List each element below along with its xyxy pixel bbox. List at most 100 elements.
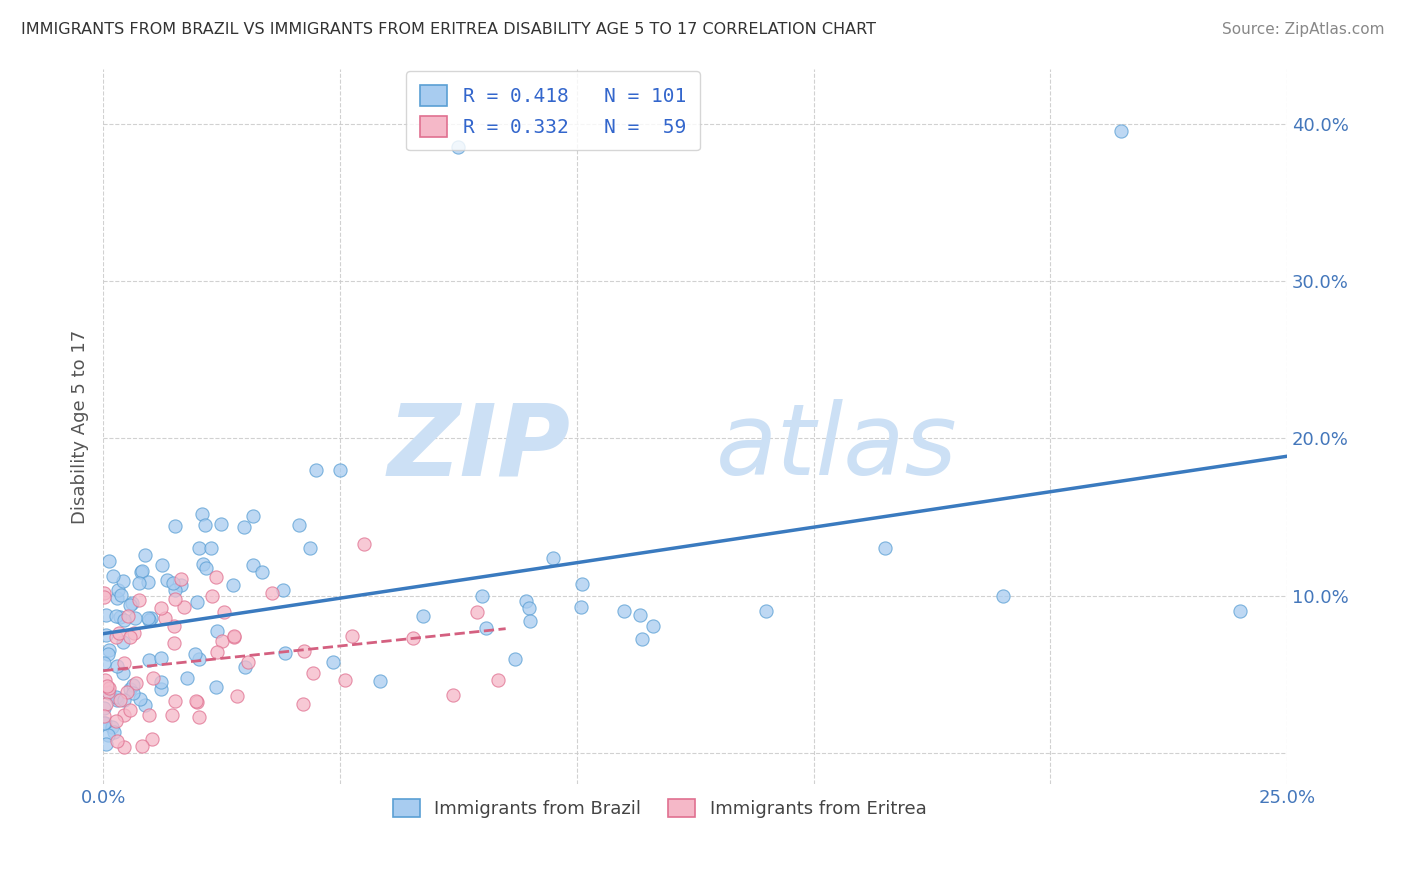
Point (94, 697, 117, 711)
Point (291, 697, 314, 711)
Point (105, 630, 128, 644)
Point (108, 610, 131, 624)
Point (108, 625, 131, 640)
Point (150, 682, 173, 697)
Point (112, 693, 135, 707)
Point (200, 589, 222, 603)
Text: atlas: atlas (717, 400, 957, 497)
Point (205, 569, 228, 583)
Point (112, 707, 135, 722)
Point (94, 628, 117, 642)
Point (212, 605, 235, 619)
Point (121, 597, 143, 611)
Point (176, 671, 198, 685)
Point (97, 642, 120, 657)
Point (305, 463, 328, 477)
Point (163, 694, 186, 708)
Point (107, 583, 129, 598)
Point (93, 716, 115, 731)
Text: Source: ZipAtlas.com: Source: ZipAtlas.com (1222, 22, 1385, 37)
Point (209, 517, 232, 532)
Point (252, 565, 274, 579)
Point (224, 630, 246, 644)
Point (142, 671, 165, 685)
Point (97, 554, 120, 568)
Point (187, 652, 209, 666)
Point (105, 608, 128, 623)
Point (112, 656, 135, 670)
Point (193, 557, 215, 571)
Point (138, 653, 160, 667)
Point (205, 624, 228, 638)
Point (105, 690, 128, 705)
Point (131, 739, 153, 753)
Point (94, 608, 117, 623)
Point (105, 714, 128, 729)
Point (630, 632, 652, 646)
Point (153, 610, 176, 624)
Point (105, 658, 128, 673)
Point (111, 574, 134, 588)
Point (329, 463, 352, 477)
Point (117, 609, 139, 624)
Point (105, 734, 128, 748)
Point (163, 592, 186, 607)
Point (571, 577, 593, 591)
Point (503, 652, 526, 666)
Point (150, 601, 173, 615)
Point (184, 647, 207, 661)
Point (150, 651, 173, 665)
Point (486, 673, 509, 688)
Point (138, 613, 160, 627)
Point (94, 737, 117, 751)
Point (205, 645, 228, 659)
Point (112, 740, 135, 755)
Point (187, 710, 209, 724)
Point (519, 614, 541, 628)
Point (162, 575, 184, 590)
Point (465, 605, 488, 619)
Point (755, 604, 778, 618)
Text: ZIP: ZIP (388, 400, 571, 497)
Point (195, 560, 218, 574)
Point (122, 677, 145, 691)
Point (118, 598, 141, 612)
Point (120, 681, 142, 696)
Point (211, 633, 233, 648)
Point (340, 629, 363, 643)
Point (186, 595, 208, 609)
Point (129, 692, 152, 706)
Point (200, 541, 222, 556)
Point (402, 632, 425, 646)
Point (628, 607, 651, 622)
Point (163, 583, 186, 598)
Point (441, 688, 464, 702)
Point (150, 558, 173, 572)
Point (110, 693, 132, 707)
Point (260, 586, 283, 600)
Point (163, 636, 186, 650)
Point (141, 732, 163, 747)
Point (97, 685, 120, 699)
Point (134, 548, 156, 562)
Point (138, 611, 160, 625)
Point (368, 673, 391, 688)
Point (232, 520, 254, 534)
Point (204, 680, 226, 694)
Point (139, 611, 162, 625)
Point (96, 679, 118, 693)
Point (991, 589, 1014, 603)
Point (517, 600, 540, 615)
Point (233, 660, 256, 674)
Point (94, 715, 117, 730)
Point (128, 576, 150, 591)
Point (170, 573, 193, 587)
Point (170, 578, 193, 592)
Point (571, 599, 593, 614)
Point (97, 686, 120, 700)
Point (105, 591, 128, 606)
Point (1111, 124, 1133, 138)
Point (541, 551, 564, 566)
Point (288, 518, 311, 533)
Point (184, 693, 207, 707)
